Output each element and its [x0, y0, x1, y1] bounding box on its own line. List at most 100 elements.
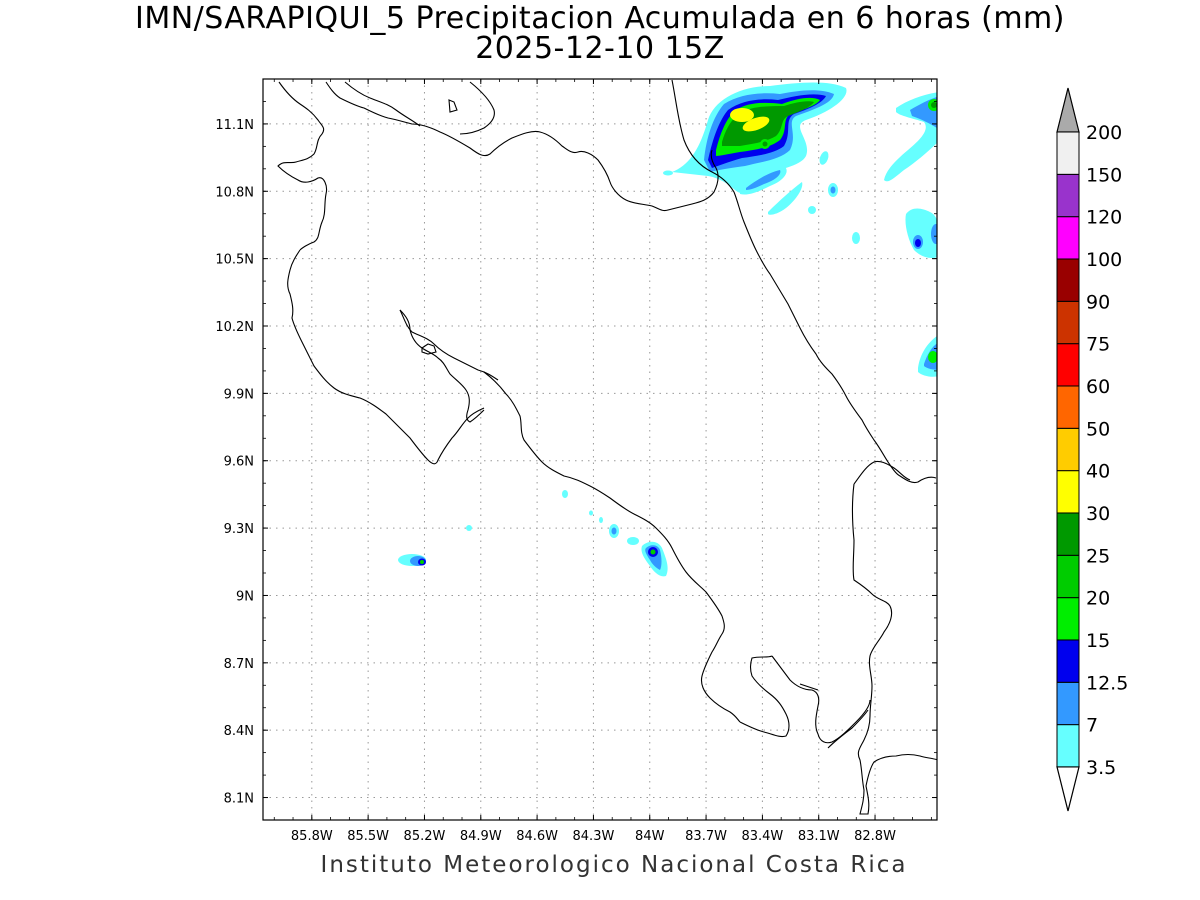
- precip-cluster-northeast-30mm-a: [730, 108, 754, 122]
- longitude-tick-labels: 85.8W 85.5W 85.2W 84.9W 84.6W 84.3W 84W 83.7W 83…: [291, 829, 896, 844]
- precip-cell-small-2-7mm: [830, 186, 836, 194]
- axis-ticks: [263, 78, 937, 821]
- caribbean-coast-north: [671, 79, 937, 484]
- precip-cluster-northeast-25mm-c: [762, 141, 768, 147]
- precip-cell-small-4: [663, 170, 673, 176]
- lat-tick-label: 10.5N: [215, 253, 254, 268]
- lake-upper-shore: [344, 81, 421, 127]
- nicaragua-lake-shore: [277, 81, 328, 251]
- colorbar-level-label: 20: [1086, 588, 1110, 610]
- colorbar-level-label: 7: [1086, 715, 1098, 737]
- lat-tick-label: 8.7N: [224, 657, 254, 672]
- pacific-coast-central: [483, 371, 741, 723]
- colorbar-swatch: [1056, 427, 1080, 472]
- precip-cluster-northeast-30mm-b: [742, 116, 770, 132]
- colorbar-swatch: [1056, 597, 1080, 641]
- precip-cell-tiny-2: [562, 490, 568, 498]
- lat-tick-label: 11.1N: [215, 118, 254, 133]
- lon-tick-label: 85.2W: [404, 829, 446, 844]
- lat-tick-label: 9N: [236, 589, 254, 604]
- nicaragua-lake-north-shore: [325, 81, 719, 212]
- latitude-tick-labels: 11.1N 10.8N 10.5N 10.2N 9.9N 9.6N 9.3N 9N 8.7N 8.…: [215, 118, 254, 807]
- precip-cell-tiny-1: [466, 525, 472, 531]
- colorbar-swatch: [1056, 173, 1080, 218]
- lon-tick-label: 82.8W: [854, 829, 896, 844]
- lat-tick-label: 8.1N: [224, 792, 254, 807]
- colorbar-swatch: [1056, 385, 1080, 429]
- lon-tick-label: 85.8W: [291, 829, 333, 844]
- colorbar-level-label: 3.5: [1086, 757, 1116, 779]
- colorbar-swatch: [1056, 724, 1080, 768]
- colorbar-swatch: [1056, 258, 1080, 302]
- colorbar-level-label: 75: [1086, 334, 1110, 356]
- precip-east-edge-1: [905, 208, 937, 258]
- precip-east-edge-1-7mm-b: [931, 224, 937, 244]
- coastlines: [277, 79, 937, 815]
- nicoya-gulf-shore: [399, 309, 485, 423]
- precip-cell-small-5: [808, 206, 816, 214]
- colorbar-swatch: [1056, 216, 1080, 260]
- lake-island: [448, 99, 458, 113]
- colorbar-level-label: 150: [1086, 164, 1122, 186]
- colorbar-swatch: [1056, 131, 1080, 175]
- precip-streak-east-7mm: [746, 170, 781, 190]
- lat-tick-label: 9.9N: [224, 387, 254, 402]
- golfo-dulce-shore: [771, 655, 871, 744]
- colorbar-swatch: [1056, 512, 1080, 556]
- pacific-coast-nicoya: [287, 249, 485, 465]
- lon-tick-label: 84.6W: [516, 829, 558, 844]
- golfo-dulce-inner: [799, 683, 819, 691]
- chart-title: IMN/SARAPIQUI_5 Precipitacion Acumulada …: [135, 1, 1065, 36]
- lat-tick-label: 8.4N: [224, 724, 254, 739]
- colorbar-level-label: 50: [1086, 418, 1110, 440]
- map-gridlines: [263, 79, 937, 820]
- colorbar-level-label: 200: [1086, 122, 1122, 144]
- lat-tick-label: 10.2N: [215, 320, 254, 335]
- colorbar-top-arrow: [1056, 87, 1080, 133]
- precip-cell-small-1: [819, 151, 829, 165]
- lat-tick-label: 10.8N: [215, 185, 254, 200]
- footer-credit: Instituto Meteorologico Nacional Costa R…: [320, 852, 908, 878]
- colorbar-level-label: 15: [1086, 630, 1110, 652]
- colorbar-swatch: [1056, 300, 1080, 345]
- colorbar-swatch: [1056, 343, 1080, 387]
- precip-east-edge-1-12mm: [915, 239, 921, 247]
- precip-cell-tiny-5-7mm: [611, 527, 617, 535]
- colorbar-level-label: 100: [1086, 249, 1122, 271]
- precipitation-shading: [398, 82, 937, 577]
- gulf-head: [399, 309, 499, 381]
- colorbar-swatch: [1056, 681, 1080, 726]
- colorbar-level-label: 25: [1086, 545, 1110, 567]
- colorbar-swatch: [1056, 554, 1080, 599]
- lon-tick-label: 84.3W: [573, 829, 615, 844]
- colorbar-level-label: 60: [1086, 376, 1110, 398]
- lake-south-shore-east: [459, 81, 495, 135]
- colorbar-level-label: 30: [1086, 503, 1110, 525]
- lat-tick-label: 9.6N: [224, 455, 254, 470]
- precip-corner-northeast-25mm: [931, 102, 937, 108]
- osa-peninsula: [739, 655, 790, 738]
- precip-streak-east-b: [768, 182, 803, 215]
- precip-cell-small-3: [852, 232, 860, 244]
- colorbar-level-label: 12.5: [1086, 672, 1128, 694]
- precip-nicoya-cell-20mm: [420, 560, 424, 564]
- precip-cell-tiny-4: [599, 517, 603, 523]
- panama-border: [851, 483, 937, 815]
- chart-subtitle-datetime: 2025-12-10 15Z: [475, 31, 725, 66]
- gulf-island: [421, 343, 437, 355]
- colorbar-level-label: 120: [1086, 207, 1122, 229]
- precip-osa-cell-20mm: [650, 549, 656, 555]
- colorbar-level-label: 40: [1086, 461, 1110, 483]
- precip-cell-tiny-6: [627, 537, 639, 545]
- map-frame: [262, 78, 938, 821]
- colorbar-swatch: [1056, 470, 1080, 514]
- precip-cell-tiny-3: [589, 510, 593, 516]
- lon-tick-label: 83.4W: [741, 829, 783, 844]
- lat-tick-label: 9.3N: [224, 522, 254, 537]
- lon-tick-label: 85.5W: [347, 829, 389, 844]
- colorbar-swatch: [1056, 639, 1080, 683]
- lon-tick-label: 84W: [635, 829, 665, 844]
- colorbar-legend: 3.5 7 12.5 15 20 25 30 40 50 60 75 90 100 120 150 200: [1056, 87, 1128, 812]
- lon-tick-label: 83.7W: [685, 829, 727, 844]
